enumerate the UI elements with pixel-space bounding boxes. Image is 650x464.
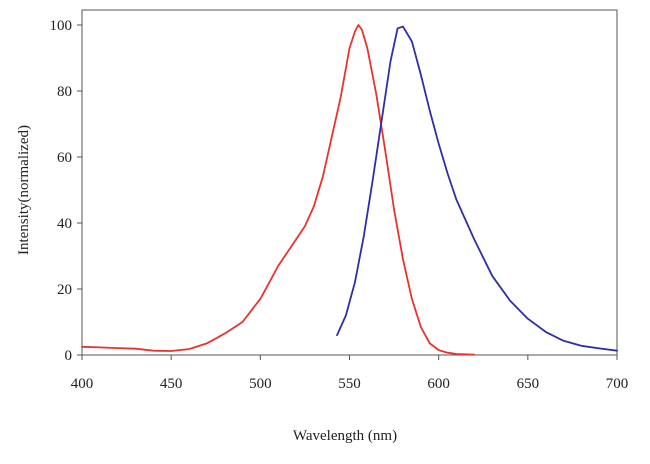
x-tick-label: 400 <box>71 376 94 392</box>
x-tick-label: 650 <box>517 376 540 392</box>
y-tick-label: 80 <box>57 84 72 100</box>
series-line-2 <box>336 25 618 352</box>
axis-layer: 0 20 40 60 80 100 400 450 500 550 600 650 700 <box>50 18 629 392</box>
y-tick-label: 20 <box>57 282 72 298</box>
x-axis-title: Wavelength (nm) <box>293 428 397 444</box>
x-tick-label: 700 <box>606 376 629 392</box>
y-tick-label: 100 <box>50 18 73 34</box>
x-tick-label: 500 <box>249 376 272 392</box>
y-tick-label: 60 <box>57 150 72 166</box>
y-axis-title: Intensity(normalized) <box>16 125 32 255</box>
x-tick-label: 600 <box>427 376 450 392</box>
x-tick-label: 550 <box>338 376 361 392</box>
x-tick-label: 450 <box>160 376 183 392</box>
series-line-1 <box>81 24 476 356</box>
y-tick-label: 0 <box>65 348 73 364</box>
series-layer <box>81 24 618 356</box>
y-tick-label: 40 <box>57 216 72 232</box>
